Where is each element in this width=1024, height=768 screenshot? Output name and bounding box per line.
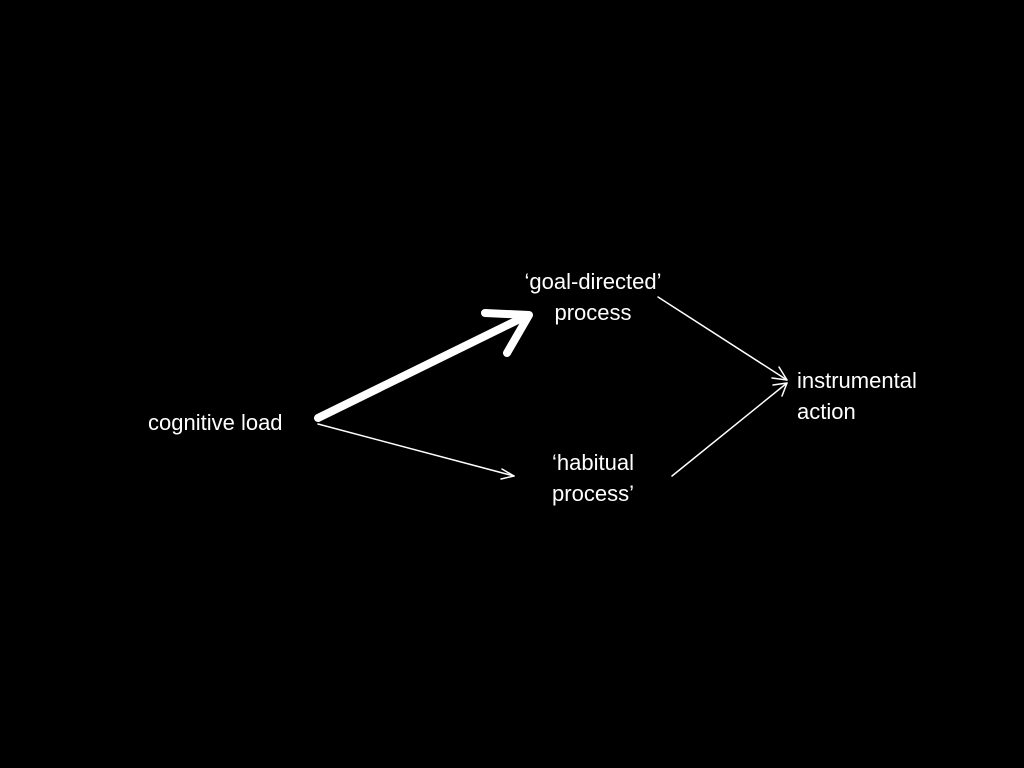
node-goal-directed-process: ‘goal-directed’ process [505, 266, 681, 328]
node-cognitive-load: cognitive load [148, 407, 283, 438]
arrow-cognitive-to-habit [317, 423, 515, 480]
node-habitual-label-line1: ‘habitual [552, 450, 634, 475]
node-goal-directed-label-line2: process [554, 300, 632, 325]
arrow-cognitive-to-goal [314, 309, 533, 422]
node-goal-directed-label-line1: ‘goal-directed’ [524, 269, 662, 294]
arrow-habit-to-action [671, 382, 788, 477]
node-cognitive-load-label: cognitive load [148, 410, 283, 435]
node-habitual-label-line2: process’ [552, 481, 634, 506]
node-habitual-process: ‘habitual process’ [525, 447, 661, 509]
node-instrumental-label-line2: action [797, 399, 856, 424]
node-instrumental-label-line1: instrumental [797, 368, 917, 393]
node-instrumental-action: instrumental action [797, 365, 917, 427]
arrow-goal-to-action [657, 296, 788, 381]
